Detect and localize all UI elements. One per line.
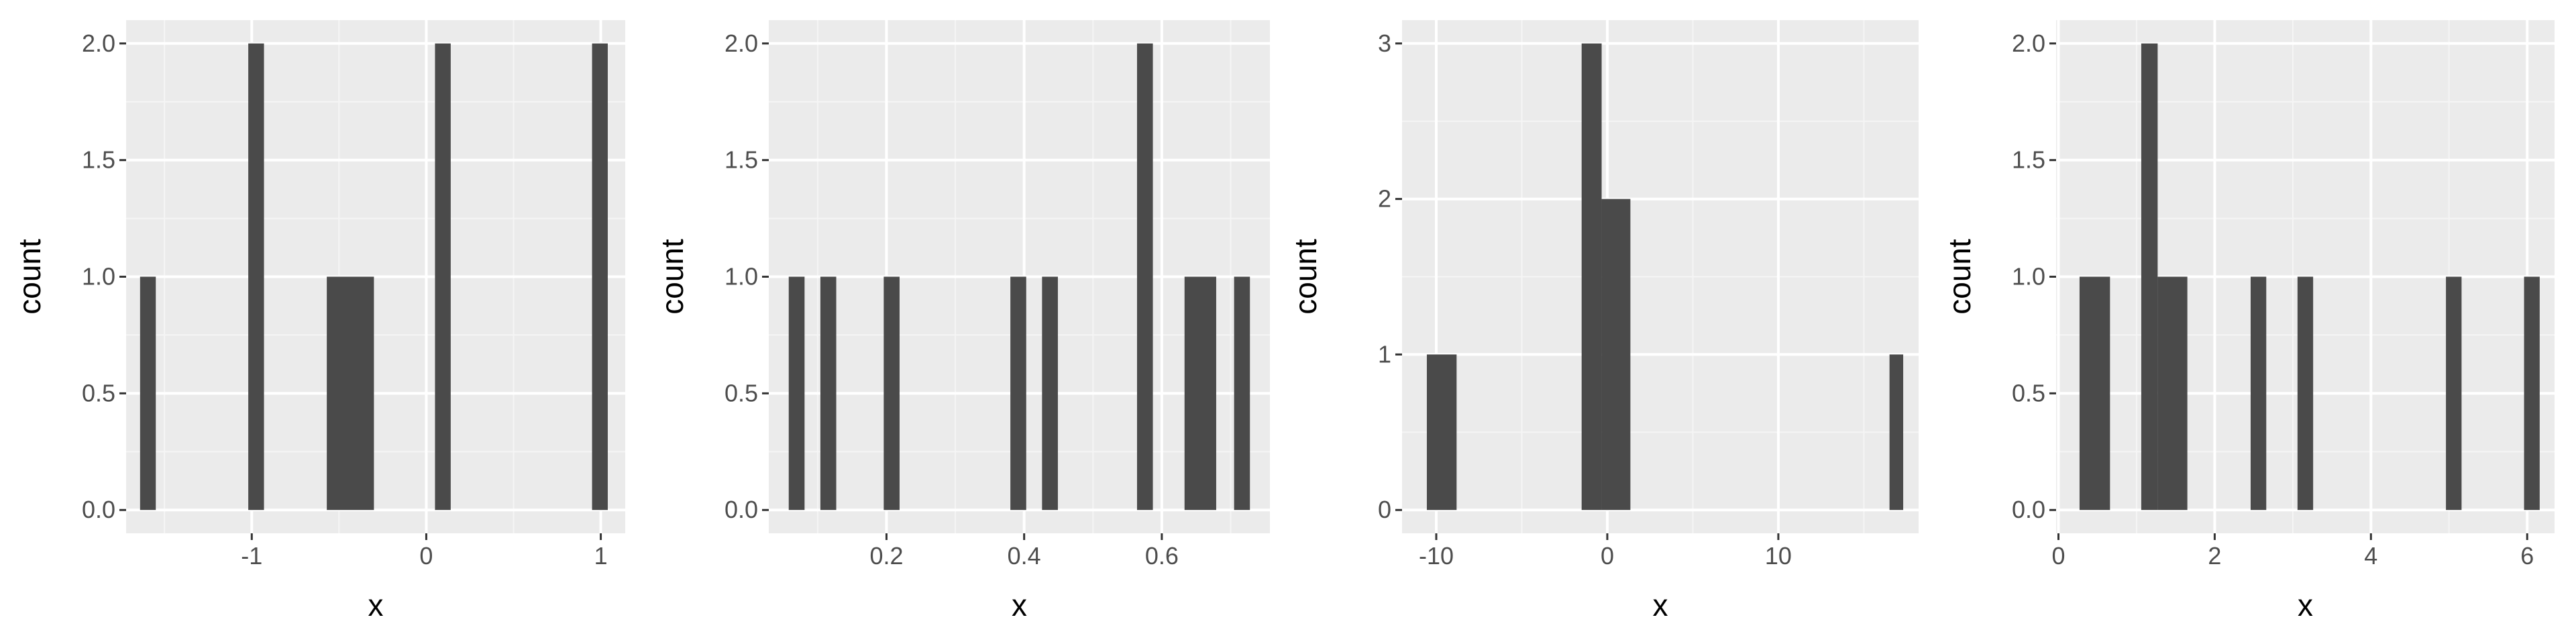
y-tick-label: 2 bbox=[1378, 185, 1391, 213]
y-tick-label: 2.0 bbox=[724, 30, 758, 57]
y-tick-label: 0 bbox=[1378, 496, 1391, 523]
histogram-bar bbox=[1184, 276, 1216, 511]
histogram-bar bbox=[883, 276, 900, 511]
y-axis-title: count bbox=[1288, 239, 1323, 315]
x-tick-label: 10 bbox=[1765, 542, 1792, 570]
x-axis-title: x bbox=[2298, 588, 2313, 623]
x-tick-label: 6 bbox=[2520, 542, 2534, 570]
histogram-bar bbox=[1426, 354, 1457, 511]
histogram-bar bbox=[435, 43, 451, 511]
histogram-bar bbox=[1010, 276, 1026, 511]
x-tick-label: 0 bbox=[1601, 542, 1614, 570]
chart-panel-1: -1 0 1 0.0 0.5 1.0 1.5 2.0 x count bbox=[12, 20, 625, 623]
x-tick-label: 0 bbox=[2051, 542, 2065, 570]
y-tick-label: 3 bbox=[1378, 30, 1391, 57]
chart-panel-4: 0 2 4 6 0.0 0.5 1.0 1.5 2.0 x count bbox=[1942, 20, 2555, 623]
histogram-bar bbox=[2250, 276, 2267, 511]
y-axis-title: count bbox=[12, 239, 47, 315]
y-tick-label: 1.0 bbox=[82, 263, 115, 290]
histogram-bar bbox=[788, 276, 805, 511]
y-axis-title: count bbox=[655, 239, 690, 315]
y-tick-label: 1.5 bbox=[82, 146, 115, 174]
histogram-bar bbox=[1042, 276, 1058, 511]
x-axis-title: x bbox=[1012, 588, 1027, 623]
y-tick-label: 0.0 bbox=[82, 496, 115, 523]
histogram-bar bbox=[2141, 43, 2158, 511]
y-tick-label: 0.0 bbox=[724, 496, 758, 523]
histogram-bar bbox=[1581, 43, 1602, 511]
y-tick-label: 0.5 bbox=[724, 379, 758, 407]
y-tick-label: 0.5 bbox=[2012, 379, 2045, 407]
x-tick-label: 2 bbox=[2208, 542, 2221, 570]
histogram-bar bbox=[2157, 276, 2188, 511]
histogram-bar bbox=[327, 276, 374, 511]
y-axis-title: count bbox=[1942, 239, 1977, 315]
histogram-bar bbox=[2446, 276, 2462, 511]
histogram-bar bbox=[1136, 43, 1153, 511]
x-tick-label: 0 bbox=[419, 542, 433, 570]
histogram-bar bbox=[248, 43, 264, 511]
x-axis-title: x bbox=[1653, 588, 1668, 623]
histogram-bar bbox=[1601, 199, 1631, 511]
chart-panel-2: 0.2 0.4 0.6 0.0 0.5 1.0 1.5 2.0 x count bbox=[655, 20, 1270, 623]
x-tick-label: 0.6 bbox=[1145, 542, 1179, 570]
x-axis-title: x bbox=[368, 588, 384, 623]
histogram-bar bbox=[2079, 276, 2110, 511]
x-tick-label: 1 bbox=[594, 542, 608, 570]
histogram-bar bbox=[1889, 354, 1904, 511]
y-tick-label: 1.5 bbox=[2012, 146, 2045, 174]
histogram-bar bbox=[1234, 276, 1250, 511]
y-tick-label: 2.0 bbox=[2012, 30, 2045, 57]
y-tick-label: 1.0 bbox=[2012, 263, 2045, 290]
histogram-bar bbox=[592, 43, 608, 511]
x-tick-label: 0.4 bbox=[1008, 542, 1041, 570]
y-tick-label: 1.5 bbox=[724, 146, 758, 174]
x-tick-label: -10 bbox=[1419, 542, 1454, 570]
histogram-bar bbox=[2524, 276, 2540, 511]
x-tick-label: 4 bbox=[2364, 542, 2377, 570]
histogram-bar bbox=[820, 276, 837, 511]
histogram-bar bbox=[2297, 276, 2314, 511]
x-tick-label: 0.2 bbox=[869, 542, 903, 570]
y-tick-label: 0.0 bbox=[2012, 496, 2045, 523]
y-tick-label: 2.0 bbox=[82, 30, 115, 57]
y-tick-label: 1 bbox=[1378, 340, 1391, 368]
chart-panel-3: -10 0 10 0 1 2 3 x count bbox=[1288, 20, 1919, 623]
histogram-bar bbox=[140, 276, 156, 511]
x-tick-label: -1 bbox=[241, 542, 262, 570]
y-tick-label: 0.5 bbox=[82, 379, 115, 407]
y-tick-label: 1.0 bbox=[724, 263, 758, 290]
